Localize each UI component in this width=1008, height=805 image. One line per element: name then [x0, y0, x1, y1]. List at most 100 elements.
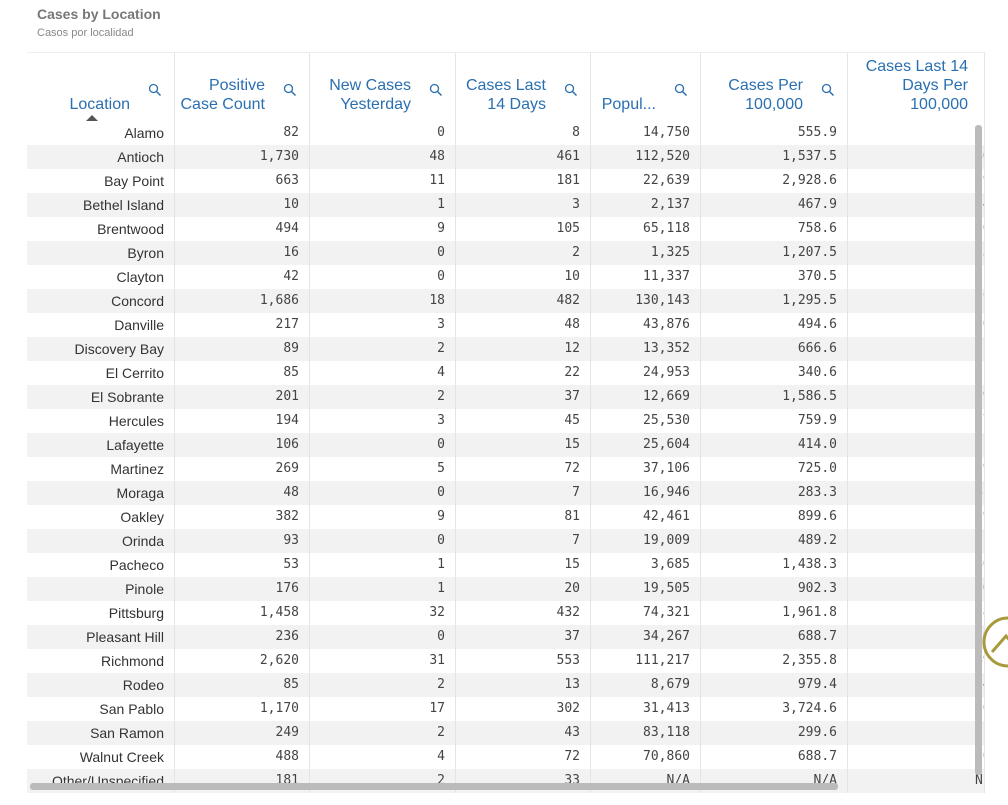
number-cell: 3,685: [591, 553, 701, 577]
location-cell: Pittsburg: [27, 601, 175, 625]
number-cell: 249: [175, 721, 310, 745]
location-cell: Danville: [27, 313, 175, 337]
number-cell: 89: [175, 337, 310, 361]
location-cell: Pacheco: [27, 553, 175, 577]
number-cell: 370.5: [701, 265, 848, 289]
column-header: Cases Per 100,000: [701, 53, 848, 121]
location-cell: Walnut Creek: [27, 745, 175, 769]
number-cell: 489.2: [701, 529, 848, 553]
number-cell: 5: [848, 721, 985, 745]
number-cell: 58: [848, 601, 985, 625]
number-cell: 2,620: [175, 649, 310, 673]
search-icon[interactable]: [429, 83, 443, 97]
number-cell: 10: [848, 625, 985, 649]
number-cell: 1: [310, 553, 456, 577]
location-cell: Richmond: [27, 649, 175, 673]
number-cell: 13,352: [591, 337, 701, 361]
number-cell: 32: [310, 601, 456, 625]
number-cell: 2: [310, 673, 456, 697]
number-cell: 12: [456, 337, 591, 361]
number-cell: 8: [456, 121, 591, 145]
column-header: Popul...: [591, 53, 701, 121]
location-cell: Lafayette: [27, 433, 175, 457]
number-cell: 48: [456, 313, 591, 337]
number-cell: 34,267: [591, 625, 701, 649]
number-cell: 176: [175, 577, 310, 601]
number-cell: 130,143: [591, 289, 701, 313]
number-cell: 302: [456, 697, 591, 721]
number-cell: 48: [310, 145, 456, 169]
horizontal-scrollbar[interactable]: [30, 783, 838, 790]
number-cell: 31,413: [591, 697, 701, 721]
number-cell: 65,118: [591, 217, 701, 241]
number-cell: 461: [456, 145, 591, 169]
number-cell: 82: [175, 121, 310, 145]
number-cell: 1,458: [175, 601, 310, 625]
number-cell: 10: [848, 313, 985, 337]
number-cell: 40: [848, 553, 985, 577]
number-cell: 43,876: [591, 313, 701, 337]
number-cell: 181: [456, 169, 591, 193]
number-cell: 48: [175, 481, 310, 505]
number-cell: 11: [310, 169, 456, 193]
location-cell: El Sobrante: [27, 385, 175, 409]
number-cell: 31: [310, 649, 456, 673]
search-icon[interactable]: [821, 83, 835, 97]
location-cell: Antioch: [27, 145, 175, 169]
number-cell: 12,669: [591, 385, 701, 409]
number-cell: 10: [456, 265, 591, 289]
search-icon[interactable]: [564, 83, 578, 97]
number-cell: 37: [456, 625, 591, 649]
search-icon[interactable]: [148, 83, 162, 97]
number-cell: 72: [456, 745, 591, 769]
number-cell: 1,961.8: [701, 601, 848, 625]
number-cell: 20: [456, 577, 591, 601]
location-cell: Martinez: [27, 457, 175, 481]
location-cell: Byron: [27, 241, 175, 265]
search-icon[interactable]: [674, 83, 688, 97]
number-cell: 1: [310, 577, 456, 601]
number-cell: 902.3: [701, 577, 848, 601]
number-cell: 8: [848, 361, 985, 385]
number-cell: 14: [848, 673, 985, 697]
number-cell: 13: [456, 673, 591, 697]
number-cell: 19: [848, 505, 985, 529]
number-cell: 0: [310, 529, 456, 553]
column-header: Cases Last 14 Days Per 100,000: [848, 53, 985, 121]
number-cell: 17: [848, 409, 985, 433]
number-cell: 663: [175, 169, 310, 193]
number-cell: 96: [848, 697, 985, 721]
column-header: Cases Last 14 Days: [456, 53, 591, 121]
location-cell: Discovery Bay: [27, 337, 175, 361]
number-cell: 45: [456, 409, 591, 433]
table: Location Positive Case Count New Cases Yes…: [27, 52, 985, 797]
search-icon[interactable]: [283, 83, 297, 97]
location-cell: Oakley: [27, 505, 175, 529]
subtitle: Casos por localidad: [37, 27, 134, 39]
number-cell: 2: [456, 241, 591, 265]
number-cell: 269: [175, 457, 310, 481]
number-cell: 2: [310, 721, 456, 745]
header-text: Positive Case Count: [180, 77, 266, 113]
number-cell: 43: [456, 721, 591, 745]
scroll-top-button[interactable]: [978, 612, 1008, 672]
number-cell: 111,217: [591, 649, 701, 673]
vertical-scrollbar[interactable]: [975, 125, 982, 775]
number-cell: 4: [310, 745, 456, 769]
number-cell: 16: [848, 217, 985, 241]
number-cell: 0: [310, 625, 456, 649]
location-cell: San Ramon: [27, 721, 175, 745]
number-cell: 2: [310, 385, 456, 409]
number-cell: 1,537.5: [701, 145, 848, 169]
number-cell: 16: [175, 241, 310, 265]
number-cell: 85: [175, 361, 310, 385]
